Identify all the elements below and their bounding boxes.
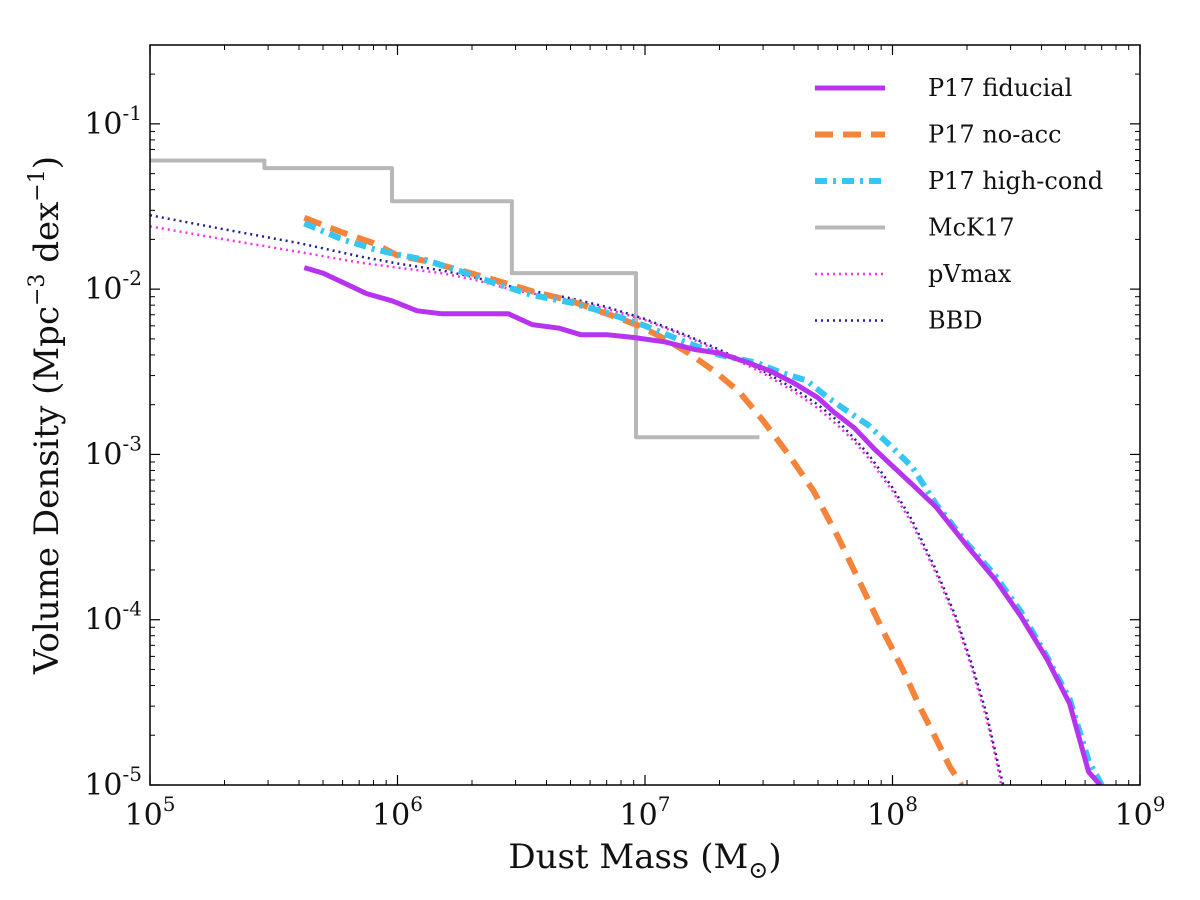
x-tick-label: 108 (867, 792, 918, 833)
plot-background (150, 45, 1140, 785)
legend-label: P17 fiducial (928, 74, 1072, 102)
legend-label: pVmax (928, 260, 1012, 288)
series-layer (150, 158, 1105, 785)
x-tick-label: 106 (372, 792, 423, 833)
legend-label: McK17 (928, 214, 1014, 242)
y-tick-label: 10-2 (84, 266, 142, 307)
y-tick-label: 10-3 (84, 431, 142, 472)
x-axis-title: Dust Mass (M⊙) (508, 837, 781, 884)
y-tick-label: 10-1 (84, 101, 142, 142)
x-tick-label: 109 (1115, 792, 1166, 833)
y-axis-title: Volume Density (Mpc−3 dex−1) (25, 156, 67, 675)
legend: P17 fiducial P17 no-acc P17 high-cond McK17… (815, 74, 1103, 335)
series-line-mck17 (150, 158, 760, 440)
legend-label: BBD (928, 307, 983, 335)
series-line-pvmax (150, 225, 1003, 785)
y-tick-label: 10-5 (84, 762, 142, 803)
series-line-p17-fiducial (303, 265, 1102, 785)
legend-label: P17 no-acc (928, 121, 1062, 149)
tick-label-layer: 105 106 107 108 109 10-5 10-4 10-3 10-2 10-1 (84, 101, 1165, 833)
legend-label: P17 high-cond (928, 167, 1103, 195)
series-line-p17-no-acc (303, 214, 965, 785)
x-tick-label: 105 (125, 792, 176, 833)
y-tick-label: 10-4 (84, 597, 142, 638)
x-tick-label: 107 (620, 792, 671, 833)
plot-frame (149, 44, 1141, 786)
